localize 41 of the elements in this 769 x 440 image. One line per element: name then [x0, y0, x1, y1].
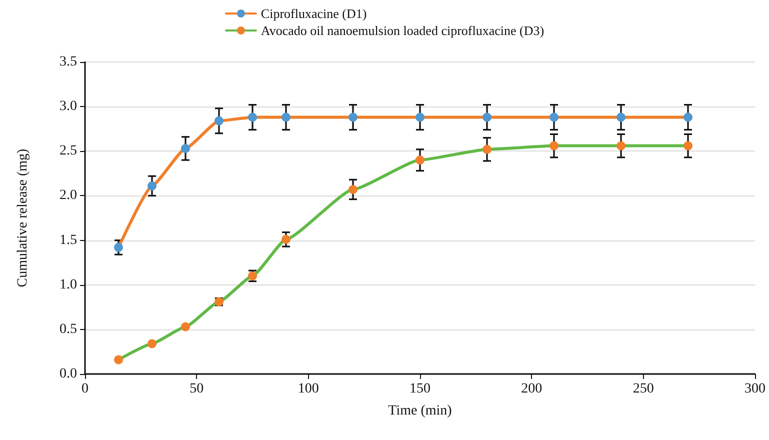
point — [550, 141, 558, 150]
x-tick-label: 150 — [410, 382, 430, 396]
point — [684, 141, 692, 150]
point — [416, 156, 424, 165]
point — [616, 112, 626, 122]
y-axis-title: Cumulative release (mg) — [16, 148, 30, 288]
point — [684, 112, 692, 122]
point — [114, 242, 123, 252]
point — [616, 141, 626, 150]
x-tick-label: 250 — [632, 382, 654, 396]
point — [148, 339, 156, 348]
point — [416, 112, 424, 122]
point — [282, 234, 290, 244]
point — [214, 116, 224, 126]
x-tick-label: 300 — [744, 382, 766, 396]
point — [348, 184, 358, 194]
y-tick-label: 3.5 — [60, 54, 77, 70]
y-tick-label: 0.0 — [60, 366, 77, 382]
point — [348, 112, 358, 122]
x-tick-label: 100 — [298, 382, 319, 396]
y-tick-label: 1.5 — [60, 232, 77, 248]
point — [248, 112, 257, 122]
legend-label: Ciprofluxacine (D1) — [260, 6, 367, 21]
y-tick-label: 2.5 — [60, 144, 77, 159]
legend-label: Avocado oil nanoemulsion loaded ciprofluxacine (D3) — [260, 23, 544, 38]
point — [550, 112, 558, 122]
x-tick-label: 50 — [190, 382, 204, 396]
y-tick-label: 2.0 — [60, 188, 77, 204]
point — [482, 112, 492, 122]
point — [148, 181, 156, 190]
y-tick-label: 0.5 — [60, 322, 77, 337]
point — [482, 144, 492, 154]
point — [114, 355, 123, 364]
x-tick-label: 200 — [521, 382, 542, 396]
y-tick-label: 3.0 — [60, 99, 77, 114]
point — [181, 322, 190, 332]
x-tick-label: 0 — [82, 382, 88, 396]
point — [181, 144, 190, 153]
x-axis-title: Time (min) — [388, 404, 452, 418]
point — [282, 112, 290, 122]
y-tick-label: 1.0 — [60, 277, 77, 292]
